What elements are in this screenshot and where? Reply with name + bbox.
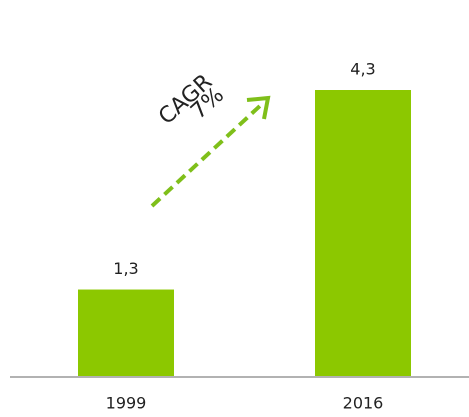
- value-label: 1,3: [113, 259, 138, 278]
- x-tick-label: 2016: [343, 394, 384, 413]
- value-label: 4,3: [350, 60, 375, 79]
- bar: [315, 90, 411, 376]
- cagr-arrow: [150, 102, 264, 208]
- arrow-head: [246, 95, 271, 120]
- bar: [78, 289, 174, 376]
- x-tick-label: 1999: [106, 394, 147, 413]
